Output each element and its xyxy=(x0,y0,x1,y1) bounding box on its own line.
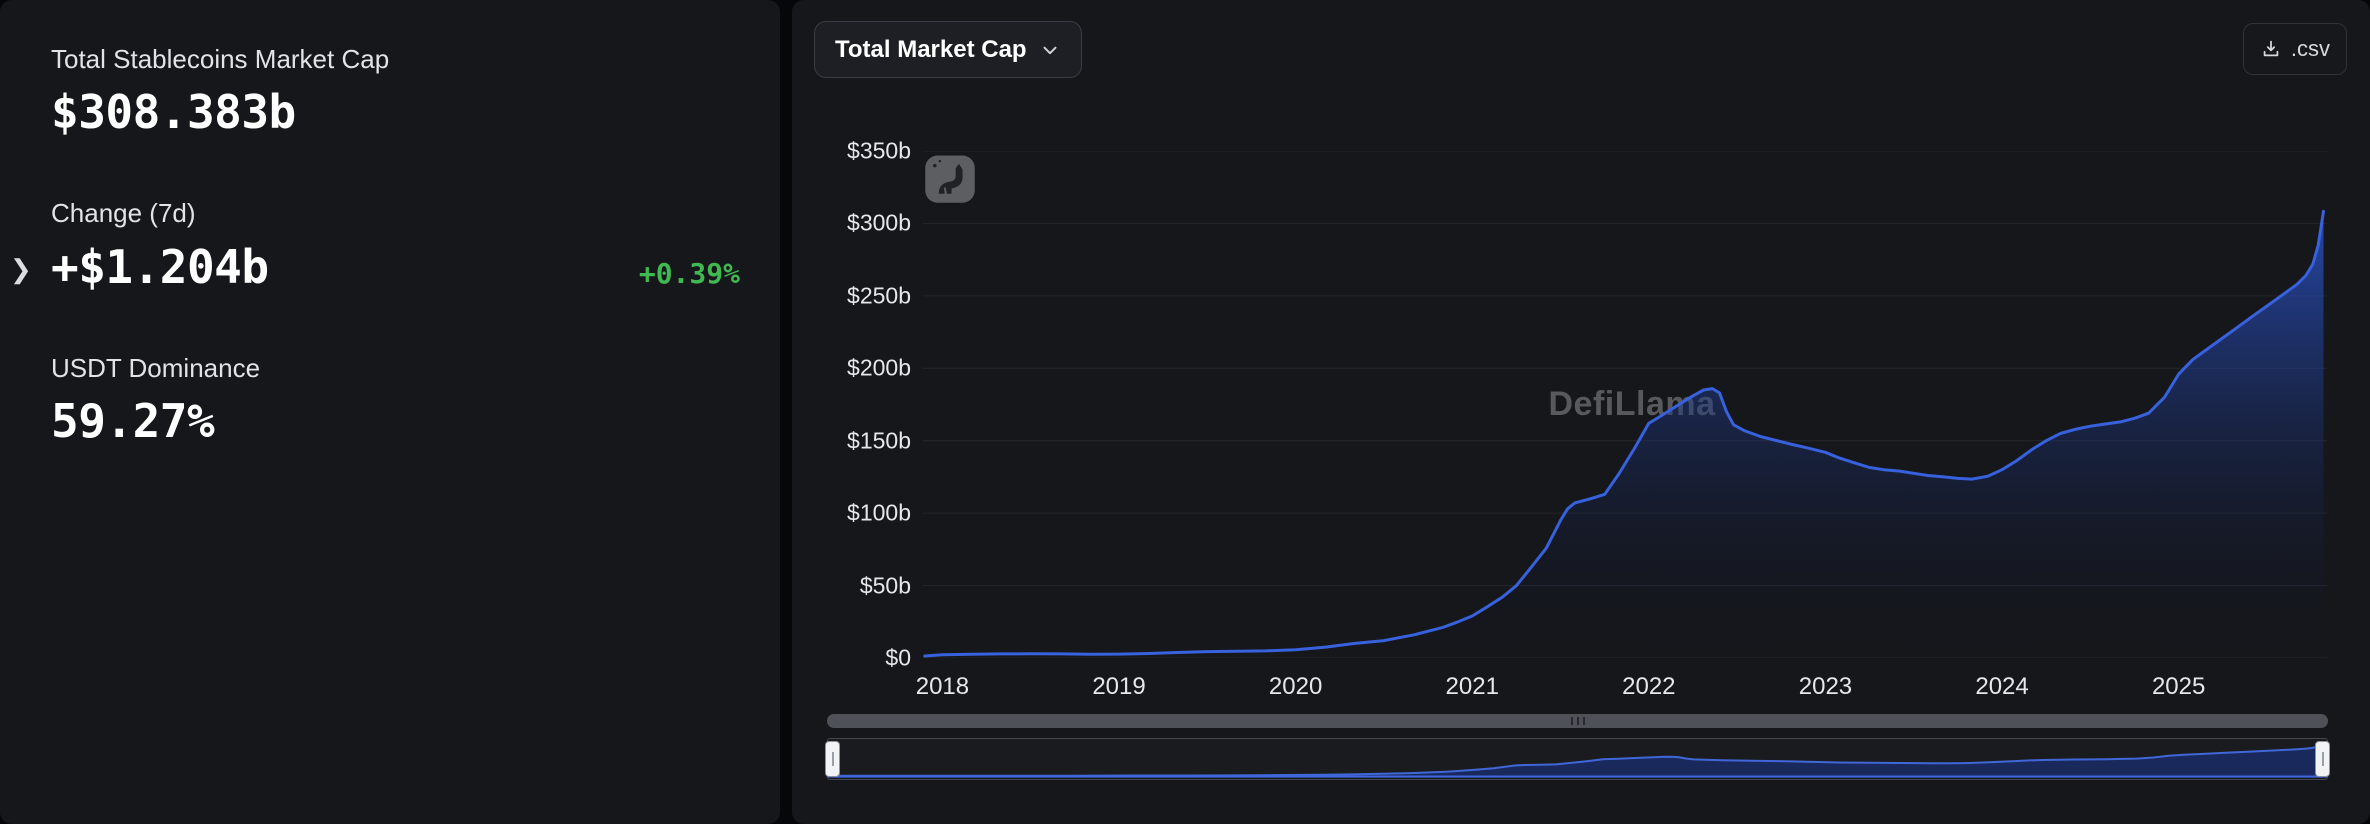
change-7d-label: Change (7d) xyxy=(51,198,196,229)
market-cap-stat: Total Stablecoins Market Cap $308.383b xyxy=(51,44,780,140)
chevron-right-icon: ❯ xyxy=(10,254,32,284)
csv-button-label: .csv xyxy=(2290,36,2330,61)
y-axis-tick-label: $100b xyxy=(847,499,911,526)
metric-selector-dropdown[interactable]: Total Market Cap xyxy=(814,21,1082,78)
y-axis-tick-label: $300b xyxy=(847,209,911,236)
usdt-dominance-label: USDT Dominance xyxy=(51,352,261,383)
navigator-mini-chart xyxy=(828,743,2327,778)
market-cap-label: Total Stablecoins Market Cap xyxy=(51,44,390,74)
usdt-dominance-value: 59.27% xyxy=(51,393,215,448)
metric-selector-label: Total Market Cap xyxy=(835,35,1027,63)
y-axis-tick-label: $50b xyxy=(859,572,911,599)
chart-navigator[interactable] xyxy=(825,738,2330,780)
change-7d-percent: +0.39% xyxy=(638,256,740,290)
chart-line xyxy=(923,209,2325,658)
usdt-dominance-stat: USDT Dominance 59.27% xyxy=(51,353,780,449)
y-axis-tick-label: $250b xyxy=(847,282,911,309)
navigator-handle-left[interactable] xyxy=(825,741,840,777)
change-7d-row: +$1.204b +0.39% xyxy=(51,230,780,295)
download-icon xyxy=(2260,38,2282,60)
y-axis-labels: $350b $300b $250b $200b $150b $100b $50b $0 xyxy=(792,0,911,824)
x-axis-labels: 2018 2019 2020 2021 2022 2023 2024 2025 xyxy=(792,673,2370,703)
x-axis-tick-label: 2020 xyxy=(1268,673,1323,700)
scrollbar-grip-icon xyxy=(1570,717,1585,725)
x-axis-tick-label: 2025 xyxy=(2151,673,2206,700)
y-axis-tick-label: $200b xyxy=(847,354,911,381)
chart-scrollbar[interactable] xyxy=(827,714,2328,728)
stats-panel: ❯ Total Stablecoins Market Cap $308.383b… xyxy=(0,0,780,824)
csv-download-button[interactable]: .csv xyxy=(2242,23,2347,75)
navigator-handle-right[interactable] xyxy=(2315,741,2330,777)
x-axis-tick-label: 2019 xyxy=(1092,673,1146,700)
x-axis-tick-label: 2021 xyxy=(1445,673,1499,700)
market-cap-chart[interactable] xyxy=(923,151,2327,658)
y-axis-tick-label: $150b xyxy=(847,427,911,454)
x-axis-tick-label: 2022 xyxy=(1622,673,1676,700)
chevron-down-icon xyxy=(1039,39,1061,61)
market-cap-plot-area[interactable]: DefiLlama xyxy=(923,151,2327,658)
x-axis-tick-label: 2024 xyxy=(1975,673,2029,700)
x-axis-tick-label: 2023 xyxy=(1798,673,1853,700)
x-axis-tick-label: 2018 xyxy=(915,673,970,700)
y-axis-tick-label: $0 xyxy=(885,644,911,671)
chart-panel: Total Market Cap .csv $350b $300b $250b $20… xyxy=(792,0,2370,824)
change-7d-stat: Change (7d) +$1.204b +0.39% xyxy=(51,198,780,294)
market-cap-value: $308.383b xyxy=(51,85,296,140)
change-7d-value: +$1.204b xyxy=(51,239,269,294)
panel-collapse-button[interactable]: ❯ xyxy=(4,250,38,288)
chart-area-fill xyxy=(924,211,2324,658)
y-axis-tick-label: $350b xyxy=(847,137,911,164)
